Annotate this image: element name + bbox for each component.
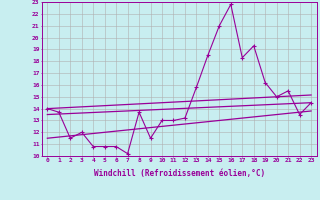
X-axis label: Windchill (Refroidissement éolien,°C): Windchill (Refroidissement éolien,°C) [94,169,265,178]
